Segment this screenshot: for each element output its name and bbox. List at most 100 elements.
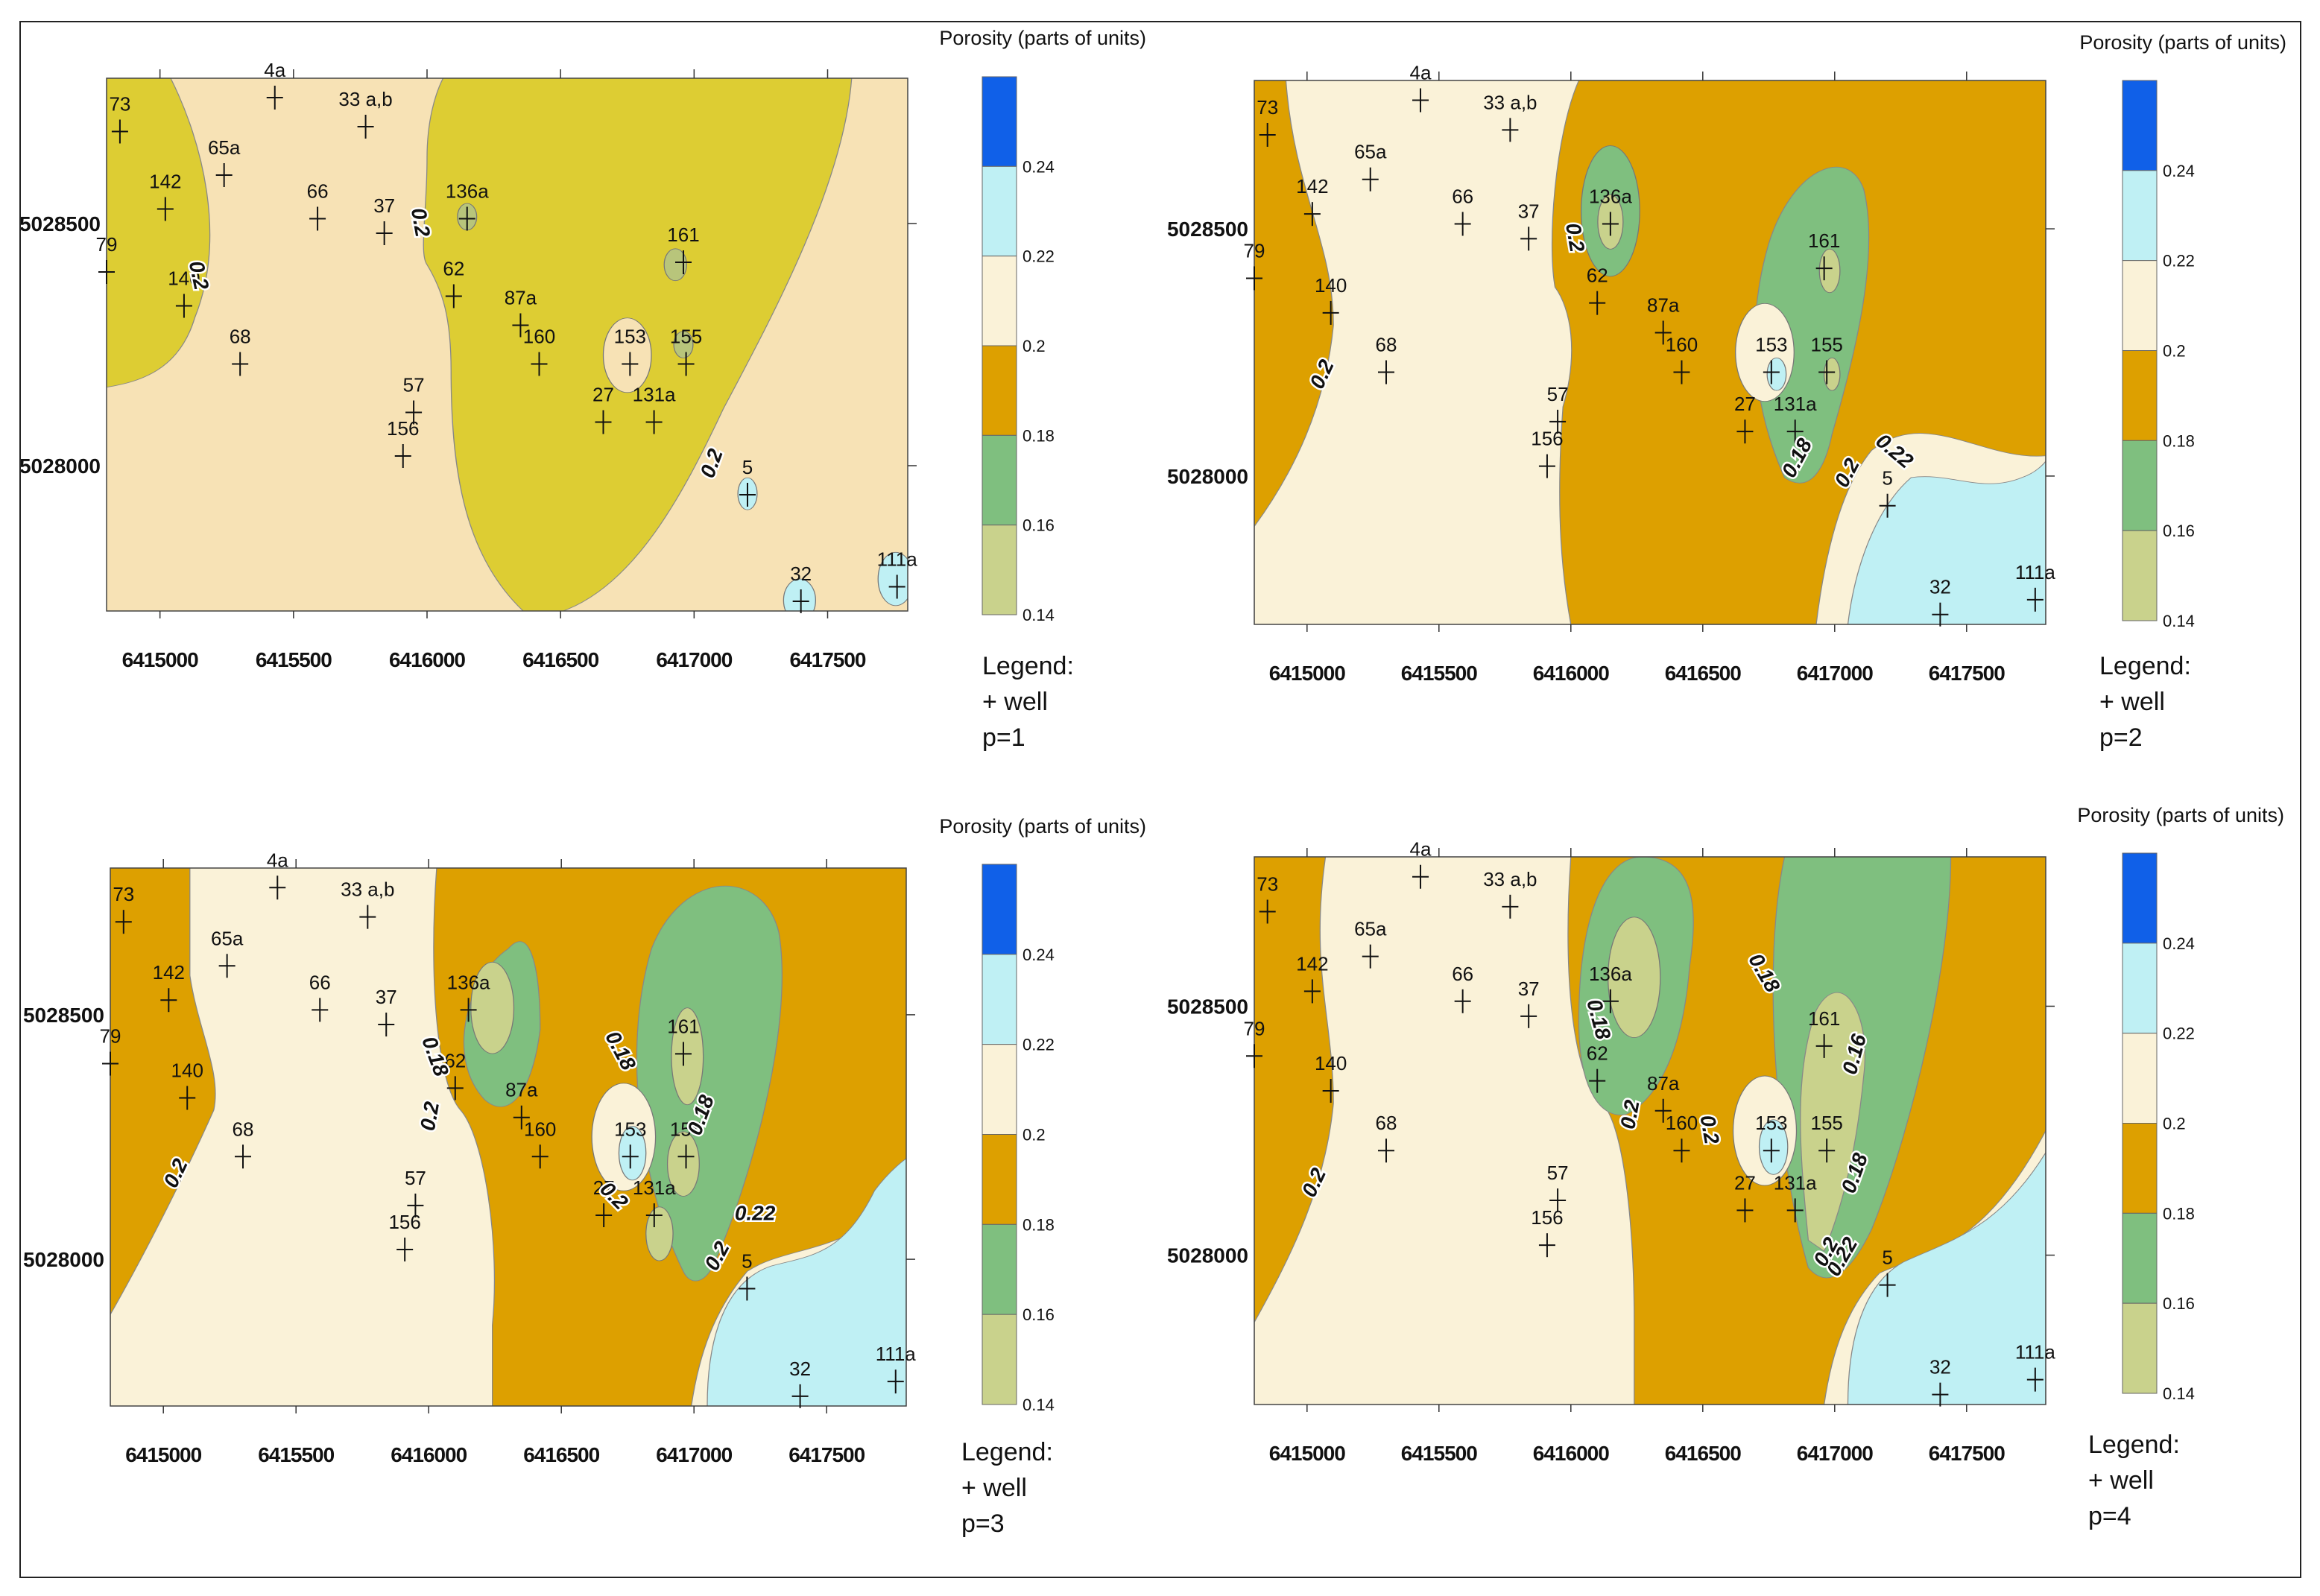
- y-tick-label: 5028500: [1167, 995, 1248, 1018]
- x-tick-label: 6415000: [1269, 662, 1345, 685]
- well-marker: 65a: [208, 136, 241, 187]
- well-label: 142: [1296, 952, 1328, 975]
- well-label: 62: [444, 1049, 466, 1071]
- well-label: 62: [1587, 265, 1608, 287]
- well-label: 111a: [877, 548, 918, 571]
- colorbar-tick-label: 0.14: [2163, 1384, 2195, 1403]
- well-marker: 79: [1244, 1017, 1265, 1068]
- well-label: 5: [742, 456, 753, 478]
- well-marker: 87a: [505, 1079, 538, 1130]
- well-marker: 155: [1810, 1112, 1843, 1163]
- colorbar-segment: [2122, 1033, 2158, 1124]
- porosity-zone: [877, 551, 908, 607]
- well-label: 161: [1808, 1007, 1840, 1030]
- well-label: 79: [96, 233, 118, 256]
- well-label: 62: [1587, 1042, 1608, 1065]
- x-tick-label: 6415500: [1401, 662, 1477, 685]
- colorbar-tick-label: 0.24: [2163, 934, 2195, 953]
- well-marker: 68: [1376, 334, 1397, 384]
- well-marker: 140: [1315, 274, 1347, 325]
- colorbar-title: Porosity (parts of units): [939, 27, 1146, 49]
- well-marker: 32: [1929, 1356, 1951, 1407]
- well-label: 27: [1734, 1171, 1756, 1194]
- well-label: 87a: [1647, 294, 1680, 316]
- well-label: 68: [1376, 1112, 1397, 1134]
- well-marker: 153: [614, 326, 646, 376]
- colorbar-tick-label: 0.2: [1022, 337, 1046, 355]
- well-label: 62: [443, 258, 464, 280]
- map-panel-1: 6415000 6415500 6416000 6416500 6417000 64175…: [19, 27, 1146, 752]
- y-tick-label: 5028500: [19, 212, 101, 235]
- well-marker: 161: [667, 1015, 700, 1066]
- well-label: 136a: [446, 180, 489, 203]
- well-label: 155: [1810, 1112, 1842, 1134]
- x-tick-label: 6416000: [389, 648, 465, 671]
- x-tick-label: 6415000: [1269, 1442, 1345, 1465]
- well-marker: 37: [373, 194, 395, 245]
- well-marker: 140: [171, 1059, 203, 1110]
- x-tick-label: 6416500: [1665, 662, 1741, 685]
- well-label: 4a: [267, 849, 288, 871]
- contour-fill: [1254, 857, 2046, 1405]
- well-marker: 140: [1315, 1052, 1347, 1103]
- well-label: 57: [405, 1167, 426, 1189]
- colorbar: 0.24 0.22 0.2 0.18 0.16 0.14: [982, 864, 1055, 1414]
- well-label: 66: [307, 180, 329, 203]
- well-label: 87a: [505, 287, 537, 309]
- colorbar-segment: [2122, 1302, 2158, 1394]
- well-marker: 131a: [633, 384, 676, 434]
- colorbar-tick-label: 0.18: [1022, 426, 1055, 445]
- x-tick-label: 6417000: [656, 1443, 732, 1466]
- porosity-zone: [618, 1126, 647, 1181]
- map-border: [106, 77, 908, 612]
- well-marker: 62: [1587, 265, 1608, 315]
- porosity-zone: [1847, 1152, 2046, 1405]
- well-label: 140: [1315, 1052, 1347, 1074]
- well-marker: 156: [1531, 428, 1564, 478]
- well-marker: 136a: [447, 971, 490, 1022]
- well-marker: 4a: [1410, 838, 1432, 889]
- well-label: 4a: [1410, 62, 1432, 84]
- well-marker: 62: [443, 258, 464, 308]
- well-marker: 131a: [633, 1177, 676, 1228]
- x-tick-label: 6417000: [1797, 662, 1873, 685]
- well-marker: 4a: [264, 59, 286, 110]
- well-marker: 5: [739, 456, 756, 507]
- well-marker: 32: [1929, 576, 1951, 627]
- well-label: 161: [667, 1015, 699, 1037]
- well-marker: 57: [403, 374, 425, 425]
- well-label: 156: [387, 417, 419, 440]
- well-marker: 142: [1296, 952, 1329, 1004]
- well-label: 37: [1518, 978, 1540, 1000]
- well-label: 57: [1547, 383, 1569, 405]
- well-label: 131a: [633, 1177, 676, 1199]
- well-marker: 111a: [2015, 561, 2055, 612]
- colorbar-tick-label: 0.24: [1022, 157, 1055, 176]
- well-label: 140: [168, 267, 200, 290]
- x-tick-label: 6417000: [1797, 1442, 1873, 1465]
- colorbar-segment: [2122, 943, 2158, 1034]
- x-tick-label: 6415000: [122, 648, 198, 671]
- colorbar-tick-label: 0.2: [1022, 1126, 1046, 1144]
- x-tick-label: 6417500: [1929, 1442, 2005, 1465]
- colorbar-segment: [982, 525, 1017, 615]
- well-marker: 68: [233, 1118, 253, 1169]
- well-label: 140: [1315, 274, 1347, 297]
- well-label: 142: [153, 961, 185, 984]
- well-label: 161: [667, 224, 699, 246]
- well-marker: 160: [524, 1118, 556, 1169]
- contour-fill: [107, 78, 908, 611]
- well-marker: 156: [387, 417, 419, 468]
- well-marker: 161: [1808, 229, 1840, 281]
- colorbar-segment: [2122, 260, 2158, 351]
- colorbar-tick-label: 0.18: [2163, 431, 2195, 450]
- well-label: 156: [388, 1211, 420, 1233]
- y-tick-label: 5028500: [23, 1004, 104, 1027]
- well-marker: 57: [1547, 1162, 1569, 1213]
- x-tick-label: 6416000: [1533, 1442, 1609, 1465]
- well-label: 68: [1376, 334, 1397, 356]
- well-label: 37: [1518, 200, 1540, 222]
- well-marker: 4a: [1410, 62, 1432, 113]
- well-marker: 5: [739, 1250, 756, 1301]
